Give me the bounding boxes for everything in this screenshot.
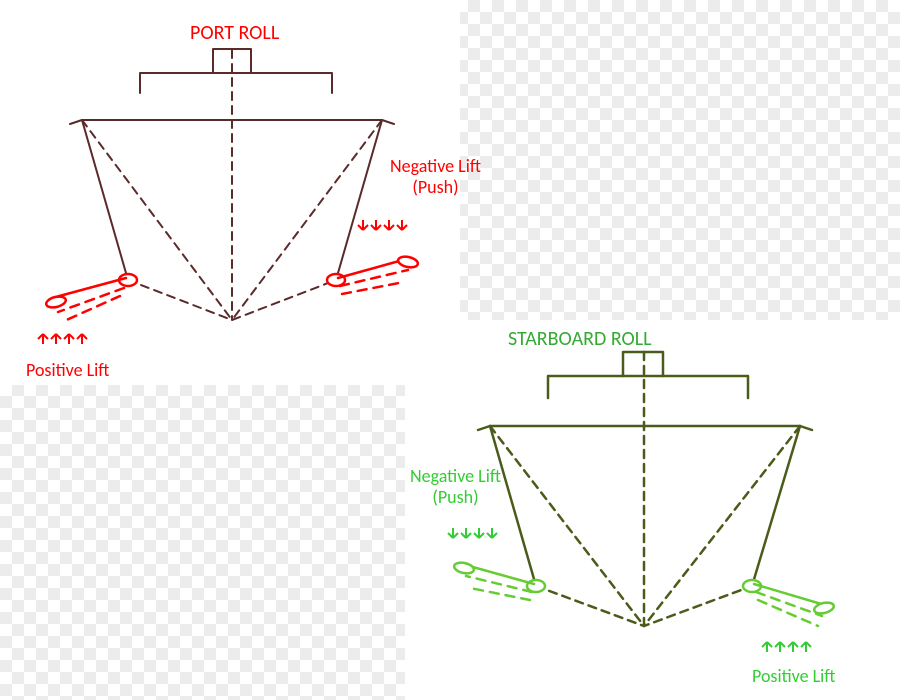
port-positive-lift-label: Positive Lift (26, 360, 109, 381)
port-fin-left (45, 274, 137, 322)
starboard-positive-lift-label: Positive Lift (752, 666, 835, 687)
port-negative-arrows (358, 220, 407, 230)
starboard-positive-arrows (762, 642, 811, 652)
starboard-negative-lift-label: Negative Lift (Push) (410, 466, 501, 507)
diagram-canvas: PORT ROLL Positive Lift Negative Lift (P… (0, 0, 900, 700)
starboard-title: STARBOARD ROLL (508, 328, 652, 351)
port-ship-svg (0, 0, 900, 700)
starboard-negative-arrows (448, 528, 497, 538)
port-title: PORT ROLL (190, 22, 279, 45)
port-negative-lift-label: Negative Lift (Push) (390, 156, 481, 197)
starboard-fin-right (743, 580, 835, 626)
port-positive-arrows (38, 334, 87, 344)
